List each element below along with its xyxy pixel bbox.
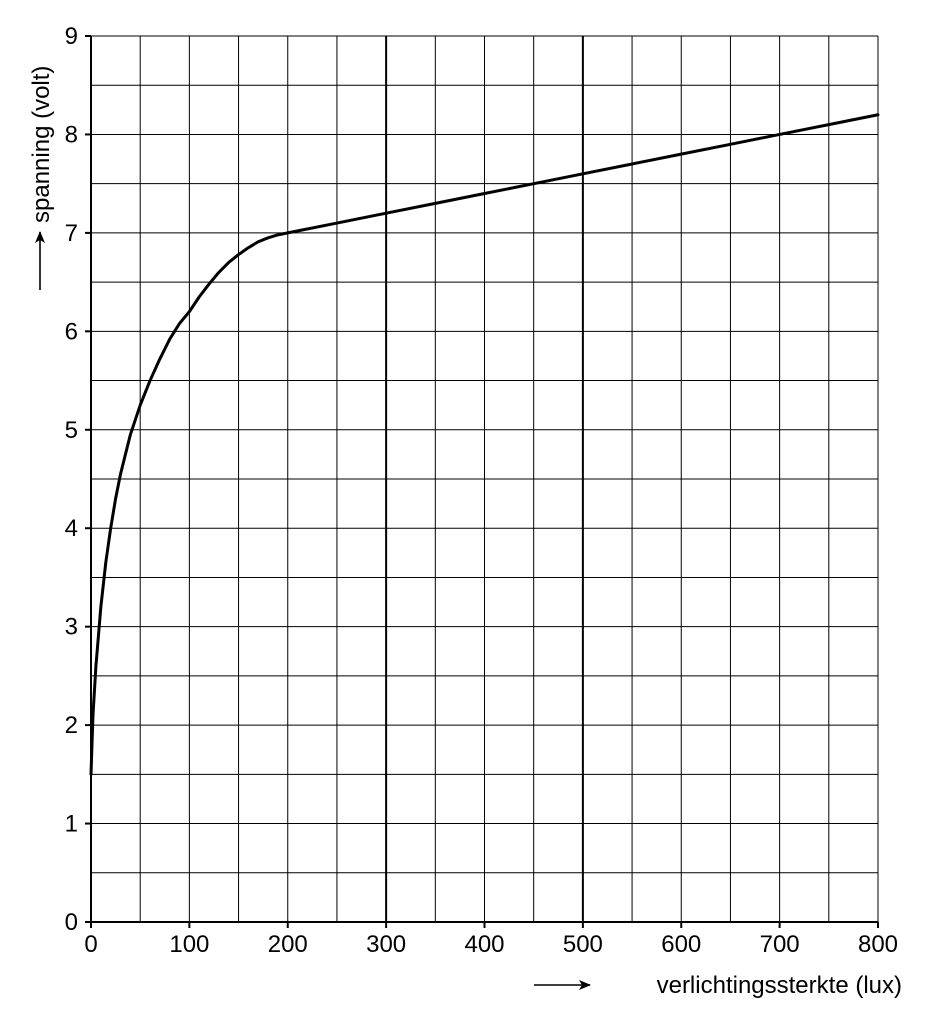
y-tick-label: 2 <box>65 712 78 739</box>
y-tick-label: 9 <box>65 23 78 50</box>
x-tick-label: 700 <box>760 931 800 958</box>
y-axis-label: spanning (volt) <box>28 66 55 223</box>
y-tick-label: 8 <box>65 121 78 148</box>
x-tick-label: 100 <box>169 931 209 958</box>
x-tick-label: 0 <box>84 931 97 958</box>
y-tick-label: 6 <box>65 318 78 345</box>
series <box>89 113 880 776</box>
x-tick-label: 500 <box>563 931 603 958</box>
grid <box>91 35 879 922</box>
y-tick-label: 0 <box>65 909 78 936</box>
x-tick-label: 300 <box>366 931 406 958</box>
y-axis-label-group: spanning (volt) <box>28 66 55 290</box>
x-tick-label: 400 <box>464 931 504 958</box>
series-line <box>89 113 880 776</box>
y-tick-label: 4 <box>65 515 78 542</box>
tick-labels: 0 100 200 300 400 500 600 700 800 0 1 2 3 4 5 6 7 8 9 <box>65 23 898 958</box>
y-tick-label: 3 <box>65 614 78 641</box>
y-tick-label: 7 <box>65 220 78 247</box>
x-axis-label-group: verlichtingssterkte (lux) <box>534 972 902 999</box>
x-axis-label: verlichtingssterkte (lux) <box>657 972 902 999</box>
x-tick-label: 600 <box>661 931 701 958</box>
y-tick-label: 1 <box>65 811 78 838</box>
x-tick-label: 800 <box>858 931 898 958</box>
x-tick-label: 200 <box>268 931 308 958</box>
y-tick-label: 5 <box>65 417 78 444</box>
